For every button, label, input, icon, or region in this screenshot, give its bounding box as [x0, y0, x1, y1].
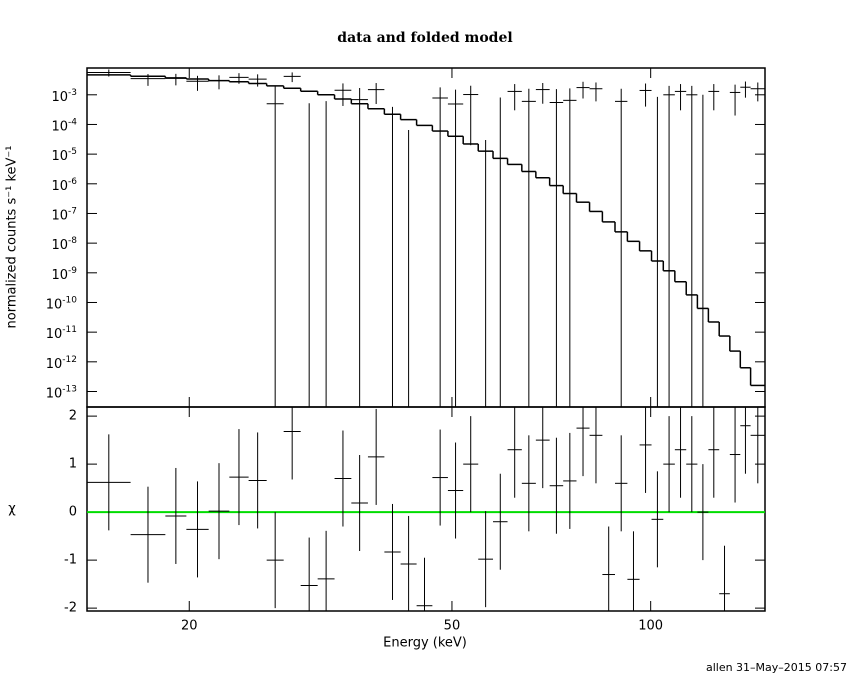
y-tick-exponent: -4 — [68, 117, 77, 127]
y-tick-label: 10-9 — [51, 265, 77, 282]
y-tick-exponent: -9 — [68, 265, 77, 275]
y-tick-label: 10-6 — [51, 176, 77, 193]
chart-title: data and folded model — [337, 30, 512, 46]
y-tick-exponent: -13 — [62, 384, 77, 394]
y-tick-label: 10-3 — [51, 87, 77, 104]
model-step-connector — [129, 74, 752, 386]
y-tick-label: 0 — [69, 505, 77, 520]
y-tick-base: 10 — [51, 119, 68, 134]
x-tick-label: 20 — [181, 619, 198, 634]
y-tick-base: 10 — [51, 178, 68, 193]
y-tick-label: 2 — [69, 409, 77, 424]
footer: allen 31–May–2015 07:57 — [706, 661, 847, 674]
y-tick-exponent: -3 — [68, 87, 77, 97]
y-tick-exponent: -7 — [68, 206, 77, 216]
y-tick-label: 10-11 — [46, 325, 77, 342]
y-tick-base: 10 — [46, 386, 63, 401]
y-tick-base: 10 — [51, 267, 68, 282]
y-tick-exponent: -6 — [68, 176, 77, 186]
y-axis-label: normalized counts s⁻¹ keV⁻¹ — [5, 146, 20, 329]
y-tick-label: 10-4 — [51, 117, 77, 134]
y-tick-label: 1 — [69, 457, 77, 472]
y-tick-base: 10 — [51, 238, 68, 253]
y-tick-label: 10-5 — [51, 147, 77, 164]
y-tick-exponent: -12 — [62, 354, 77, 364]
y-tick-label: 10-7 — [51, 206, 77, 223]
y-tick-label: 10-13 — [46, 384, 77, 401]
y-tick-base: 10 — [46, 327, 63, 342]
y-tick-base: 10 — [51, 149, 68, 164]
plot-frame — [86, 67, 766, 408]
y-tick-base: 10 — [51, 89, 68, 104]
y-tick-label: 10-12 — [46, 354, 77, 371]
y-tick-base: 10 — [51, 208, 68, 223]
y-tick-exponent: -10 — [62, 295, 77, 305]
x-axis-label: Energy (keV) — [383, 636, 467, 651]
plot-frame — [86, 406, 766, 612]
y-tick-label: 10-10 — [46, 295, 78, 312]
y-tick-label: -2 — [64, 601, 77, 616]
y-tick-exponent: -5 — [68, 147, 77, 157]
y-tick-label: -1 — [64, 553, 77, 568]
y-tick-label: 10-8 — [51, 236, 77, 253]
y-tick-exponent: -11 — [62, 325, 77, 335]
x-tick-label: 100 — [638, 619, 663, 634]
y-axis-label: χ — [8, 502, 16, 517]
y-tick-base: 10 — [46, 356, 63, 371]
y-tick-exponent: -8 — [68, 236, 77, 246]
x-tick-label: 50 — [444, 619, 461, 634]
y-tick-base: 10 — [46, 297, 63, 312]
